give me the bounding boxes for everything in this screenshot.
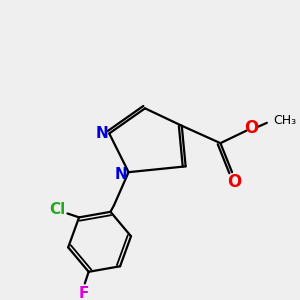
Text: Cl: Cl bbox=[50, 202, 66, 217]
Text: O: O bbox=[244, 119, 259, 137]
Text: N: N bbox=[95, 126, 108, 141]
Text: N: N bbox=[115, 167, 127, 182]
Text: O: O bbox=[227, 173, 241, 191]
Text: CH₃: CH₃ bbox=[274, 114, 297, 128]
Text: F: F bbox=[79, 286, 89, 300]
